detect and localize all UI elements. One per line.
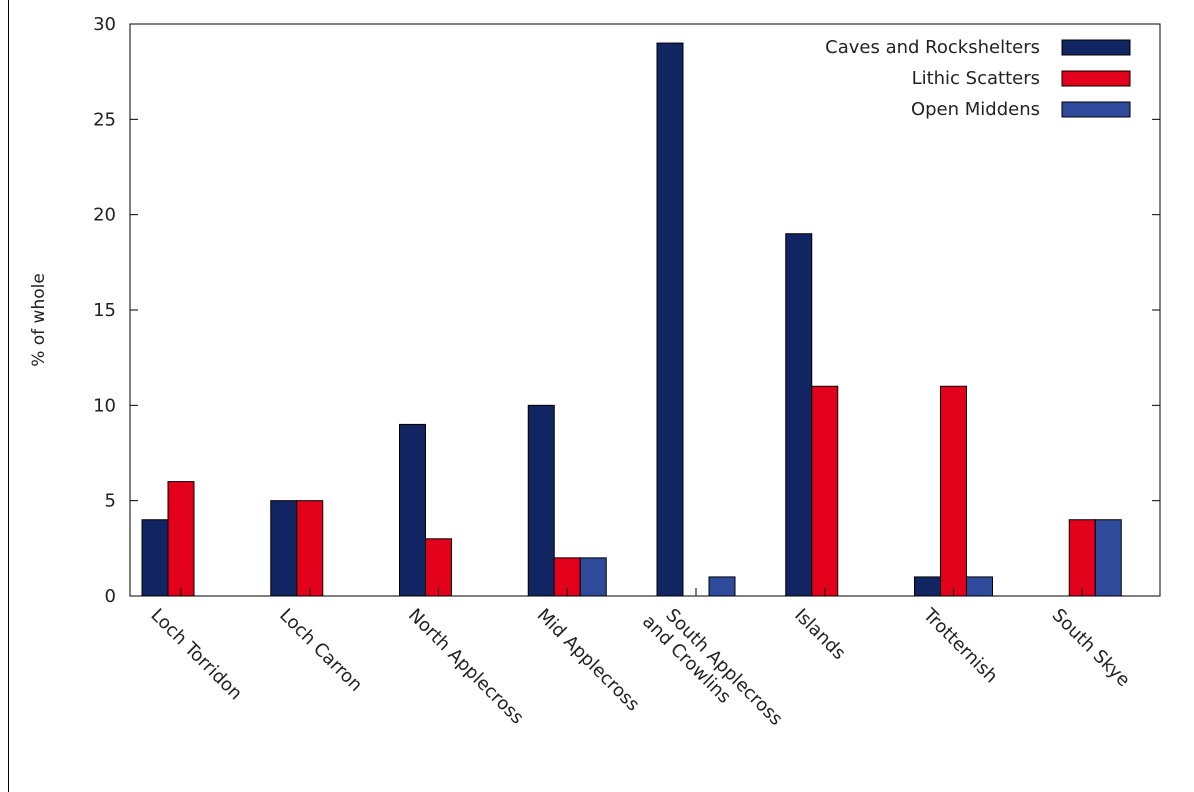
y-ticks: 0 5 10 15 20 25 30 <box>93 14 1160 607</box>
bar <box>579 557 607 597</box>
bar <box>527 404 555 597</box>
bar <box>1094 519 1122 597</box>
legend-label: Lithic Scatters <box>912 68 1040 89</box>
x-tick-label: Loch Torridon <box>146 605 246 705</box>
bar <box>141 519 169 597</box>
bars-layer <box>141 42 1122 597</box>
x-ticks: Loch Torridon Loch Carron North Applecross… <box>146 588 1134 744</box>
bar <box>785 233 813 597</box>
y-tick-label: 5 <box>105 491 116 512</box>
y-tick-label: 20 <box>93 205 116 226</box>
bar <box>270 500 298 597</box>
bar <box>399 423 426 597</box>
y-tick-label: 15 <box>93 300 116 321</box>
x-tick-label: South Skye <box>1048 605 1134 691</box>
y-tick-label: 30 <box>93 14 116 35</box>
x-tick-label: North Applecross <box>404 605 528 729</box>
y-tick-label: 10 <box>93 395 116 416</box>
page-border-line <box>8 0 9 792</box>
bar <box>167 481 195 597</box>
bar <box>708 576 736 597</box>
bar <box>425 538 452 597</box>
bar <box>656 42 684 597</box>
y-axis-label: % of whole <box>29 273 49 367</box>
legend-label: Caves and Rockshelters <box>825 37 1040 58</box>
legend: Caves and Rockshelters Lithic Scatters Ope… <box>825 37 1131 120</box>
legend-swatch <box>1061 39 1131 56</box>
legend-swatch <box>1061 101 1131 118</box>
x-tick-label: South Applecrossand Crowlins <box>638 596 786 744</box>
x-tick-label: Islands <box>790 605 849 664</box>
x-tick-label: Mid Applecross <box>533 605 644 716</box>
bar <box>966 576 993 597</box>
y-tick-label: 25 <box>93 109 116 130</box>
bar <box>940 385 967 597</box>
x-tick-label: Loch Carron <box>275 605 366 696</box>
legend-label: Open Middens <box>911 99 1040 120</box>
x-tick-label: Trotternish <box>918 604 1001 687</box>
bar <box>914 576 941 597</box>
legend-swatch <box>1061 70 1131 87</box>
bar <box>811 385 839 597</box>
y-tick-label: 0 <box>105 586 116 607</box>
bar <box>1068 519 1096 597</box>
bar <box>296 500 324 597</box>
